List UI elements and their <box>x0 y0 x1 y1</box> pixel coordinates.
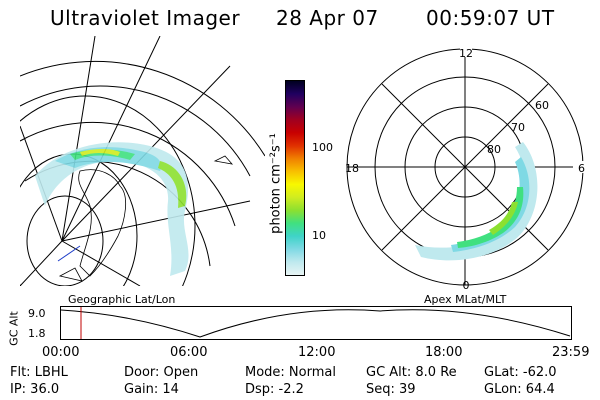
info-mode: Mode: Normal <box>245 365 336 380</box>
polar-label-6: 6 <box>578 162 585 175</box>
polar-label-12: 12 <box>459 47 473 60</box>
timeline-tick-2: 12:00 <box>298 345 336 360</box>
info-gc-alt: GC Alt: 8.0 Re <box>366 365 457 380</box>
polar-auroral-emission <box>415 142 538 261</box>
date-label: 28 Apr 07 <box>276 6 379 30</box>
colorbar-tick-100: 100 <box>312 141 333 154</box>
app-title: Ultraviolet Imager <box>50 6 241 30</box>
info-glon: GLon: 64.4 <box>484 382 555 397</box>
timeline-tick-1: 06:00 <box>170 345 208 360</box>
timeline-ylabel: GC Alt <box>7 311 21 346</box>
timeline-plot <box>60 306 572 340</box>
polar-label-0: 0 <box>463 279 470 291</box>
polar-mlt-plot: 12 18 6 0 60 70 80 <box>345 47 585 291</box>
timeline-right-title: Apex MLat/MLT <box>424 293 507 306</box>
info-ip: IP: 36.0 <box>10 382 60 397</box>
timeline-tick-4: 23:59 <box>552 345 590 360</box>
info-door: Door: Open <box>124 365 199 380</box>
colorbar-gradient <box>286 81 304 275</box>
info-seq: Seq: 39 <box>366 382 416 397</box>
colorbar <box>285 80 305 276</box>
geographic-map-plot <box>20 36 265 286</box>
timeline-left-title: Geographic Lat/Lon <box>68 293 176 306</box>
info-dsp: Dsp: -2.2 <box>245 382 304 397</box>
info-glat: GLat: -62.0 <box>484 365 557 380</box>
info-flt: Flt: LBHL <box>10 365 68 380</box>
polar-label-18: 18 <box>345 162 359 175</box>
polar-label-60: 60 <box>535 99 549 112</box>
auroral-emission <box>35 142 189 276</box>
timeline-tick-0: 00:00 <box>42 345 80 360</box>
info-gain: Gain: 14 <box>124 382 179 397</box>
timeline-tick-3: 18:00 <box>425 345 463 360</box>
colorbar-tick-10: 10 <box>312 229 326 242</box>
timeline-y-min: 1.8 <box>28 327 46 340</box>
timeline-y-max: 9.0 <box>28 307 46 320</box>
polar-label-80: 80 <box>487 143 501 156</box>
time-label: 00:59:07 UT <box>426 6 555 30</box>
polar-label-70: 70 <box>511 121 525 134</box>
colorbar-unit-label: photon cm⁻²s⁻¹ <box>268 133 284 234</box>
